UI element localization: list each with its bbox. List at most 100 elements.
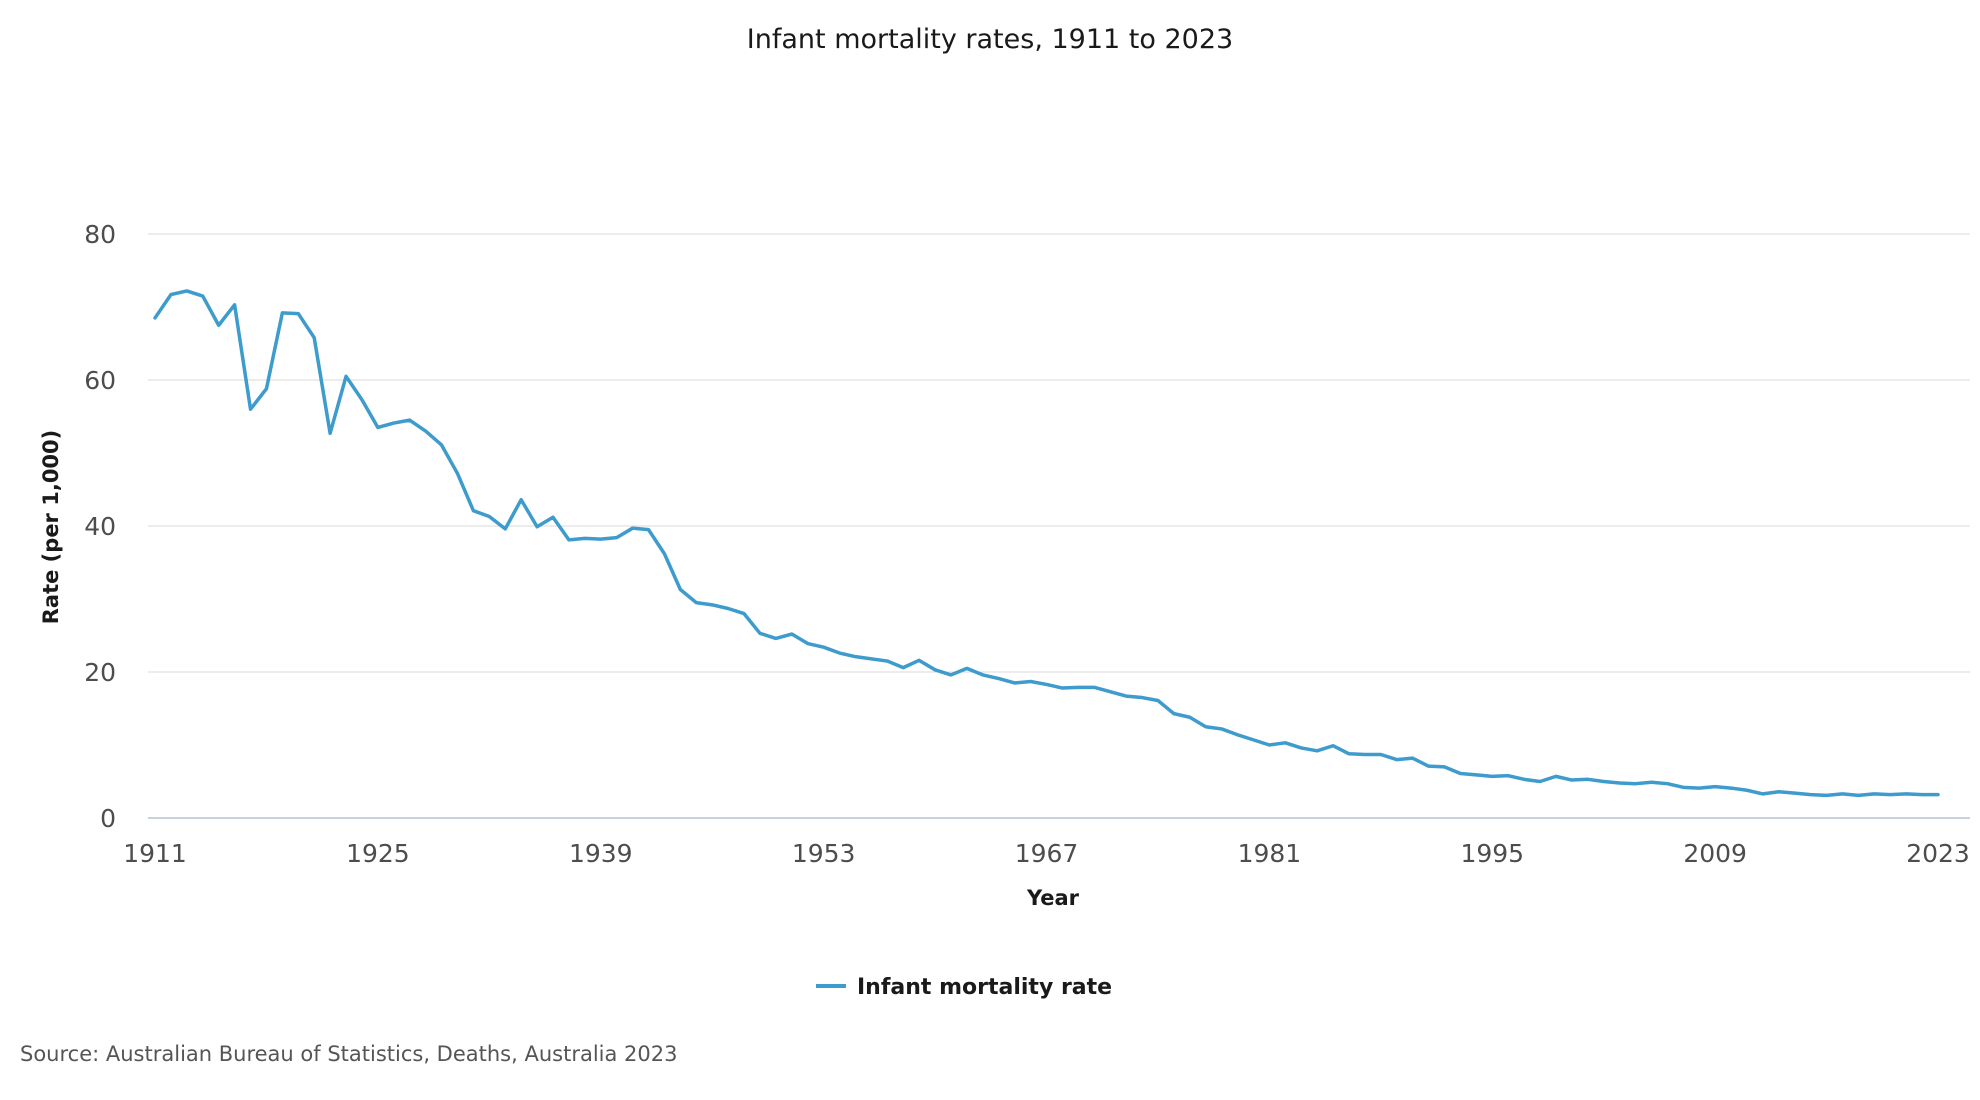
data-point-2006[interactable]: [1661, 778, 1673, 790]
data-point-1961[interactable]: [945, 669, 957, 681]
data-point-2004[interactable]: [1630, 778, 1642, 790]
data-point-1917[interactable]: [245, 403, 257, 415]
data-point-1980[interactable]: [1247, 734, 1259, 746]
data-point-1998[interactable]: [1534, 776, 1546, 788]
data-point-1911[interactable]: [149, 312, 161, 324]
data-point-1973[interactable]: [1136, 692, 1148, 704]
data-point-1940[interactable]: [611, 532, 623, 544]
data-point-1923[interactable]: [340, 370, 352, 382]
data-point-1946[interactable]: [706, 599, 718, 611]
data-point-2023[interactable]: [1932, 789, 1944, 801]
data-point-1950[interactable]: [770, 632, 782, 644]
data-point-1963[interactable]: [977, 669, 989, 681]
data-point-2010[interactable]: [1725, 782, 1737, 794]
data-point-1968[interactable]: [1056, 682, 1068, 694]
data-point-1932[interactable]: [483, 511, 495, 523]
data-point-1976[interactable]: [1184, 711, 1196, 723]
data-point-1924[interactable]: [356, 394, 368, 406]
data-point-1986[interactable]: [1343, 748, 1355, 760]
data-point-2011[interactable]: [1741, 784, 1753, 796]
data-point-1915[interactable]: [213, 319, 225, 331]
data-point-1935[interactable]: [531, 521, 543, 533]
data-point-2005[interactable]: [1645, 776, 1657, 788]
data-point-1948[interactable]: [738, 608, 750, 620]
data-point-1952[interactable]: [802, 638, 814, 650]
data-point-1936[interactable]: [547, 511, 559, 523]
data-point-1933[interactable]: [499, 523, 511, 535]
data-point-1927[interactable]: [404, 414, 416, 426]
data-point-1990[interactable]: [1407, 752, 1419, 764]
data-point-1943[interactable]: [658, 548, 670, 560]
data-point-2019[interactable]: [1868, 788, 1880, 800]
data-point-1957[interactable]: [881, 655, 893, 667]
data-point-1944[interactable]: [674, 584, 686, 596]
data-point-2020[interactable]: [1884, 789, 1896, 801]
series-line-infant-mortality-rate[interactable]: [153, 289, 1940, 798]
data-point-1947[interactable]: [722, 602, 734, 614]
data-point-1953[interactable]: [818, 641, 830, 653]
data-point-1958[interactable]: [897, 662, 909, 674]
data-point-2001[interactable]: [1582, 773, 1594, 785]
data-point-1981[interactable]: [1263, 739, 1275, 751]
data-point-1993[interactable]: [1454, 767, 1466, 779]
data-point-1964[interactable]: [993, 673, 1005, 685]
data-point-1941[interactable]: [627, 522, 639, 534]
data-point-1945[interactable]: [690, 597, 702, 609]
data-point-2014[interactable]: [1789, 787, 1801, 799]
data-point-1985[interactable]: [1327, 740, 1339, 752]
data-point-1984[interactable]: [1311, 745, 1323, 757]
data-point-1942[interactable]: [643, 524, 655, 536]
data-point-1951[interactable]: [786, 628, 798, 640]
data-point-1967[interactable]: [1041, 678, 1053, 690]
data-point-1955[interactable]: [849, 651, 861, 663]
data-point-2022[interactable]: [1916, 789, 1928, 801]
data-point-1974[interactable]: [1152, 694, 1164, 706]
data-point-1912[interactable]: [165, 289, 177, 301]
data-point-2007[interactable]: [1677, 781, 1689, 793]
data-point-1926[interactable]: [388, 417, 400, 429]
data-point-1921[interactable]: [308, 332, 320, 344]
data-point-2018[interactable]: [1852, 789, 1864, 801]
data-point-1929[interactable]: [436, 439, 448, 451]
data-point-1939[interactable]: [595, 533, 607, 545]
data-point-1983[interactable]: [1295, 742, 1307, 754]
data-point-1922[interactable]: [324, 427, 336, 439]
data-point-1997[interactable]: [1518, 773, 1530, 785]
data-point-1962[interactable]: [961, 662, 973, 674]
data-point-1928[interactable]: [420, 425, 432, 437]
data-point-1977[interactable]: [1200, 721, 1212, 733]
data-point-1916[interactable]: [229, 299, 241, 311]
data-point-1954[interactable]: [834, 647, 846, 659]
data-point-1975[interactable]: [1168, 708, 1180, 720]
data-point-1994[interactable]: [1470, 769, 1482, 781]
data-point-1913[interactable]: [181, 285, 193, 297]
data-point-1931[interactable]: [467, 505, 479, 517]
data-point-1970[interactable]: [1088, 681, 1100, 693]
data-point-2003[interactable]: [1614, 777, 1626, 789]
data-point-2021[interactable]: [1900, 788, 1912, 800]
data-point-1978[interactable]: [1216, 723, 1228, 735]
data-point-1938[interactable]: [579, 532, 591, 544]
data-point-1914[interactable]: [197, 290, 209, 302]
data-point-1971[interactable]: [1104, 686, 1116, 698]
data-point-1969[interactable]: [1072, 681, 1084, 693]
data-point-2013[interactable]: [1773, 786, 1785, 798]
data-point-1966[interactable]: [1025, 675, 1037, 687]
data-point-1996[interactable]: [1502, 770, 1514, 782]
data-point-1999[interactable]: [1550, 770, 1562, 782]
data-point-1988[interactable]: [1375, 748, 1387, 760]
data-point-1956[interactable]: [865, 653, 877, 665]
data-point-2017[interactable]: [1836, 788, 1848, 800]
data-point-1930[interactable]: [451, 467, 463, 479]
data-point-1995[interactable]: [1486, 770, 1498, 782]
data-point-1989[interactable]: [1391, 754, 1403, 766]
data-point-1987[interactable]: [1359, 748, 1371, 760]
data-point-1920[interactable]: [292, 308, 304, 320]
data-point-1937[interactable]: [563, 534, 575, 546]
data-point-1982[interactable]: [1279, 737, 1291, 749]
data-point-2012[interactable]: [1757, 788, 1769, 800]
data-point-1934[interactable]: [515, 494, 527, 506]
data-point-1979[interactable]: [1232, 729, 1244, 741]
data-point-1925[interactable]: [372, 421, 384, 433]
data-point-1965[interactable]: [1009, 677, 1021, 689]
